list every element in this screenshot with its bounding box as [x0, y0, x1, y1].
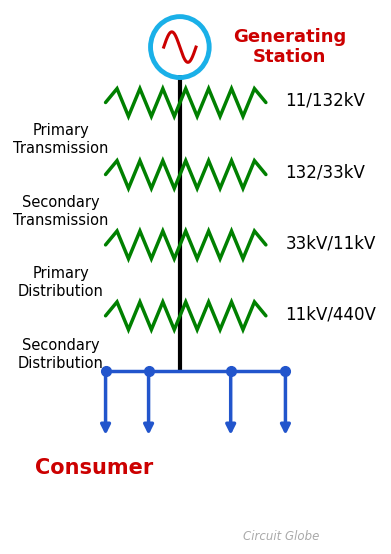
Text: Circuit Globe: Circuit Globe	[243, 530, 320, 543]
Text: 11kV/440V: 11kV/440V	[285, 305, 376, 323]
Text: Primary
Distribution: Primary Distribution	[18, 266, 104, 299]
Text: 11/132kV: 11/132kV	[285, 92, 365, 110]
Text: Consumer: Consumer	[35, 458, 153, 478]
Text: Secondary
Transmission: Secondary Transmission	[13, 196, 108, 228]
Text: Secondary
Distribution: Secondary Distribution	[18, 338, 104, 371]
Text: 33kV/11kV: 33kV/11kV	[285, 234, 376, 252]
Text: 132/33kV: 132/33kV	[285, 164, 365, 182]
Text: Primary
Transmission: Primary Transmission	[13, 124, 108, 156]
Text: Generating
Station: Generating Station	[233, 28, 346, 66]
